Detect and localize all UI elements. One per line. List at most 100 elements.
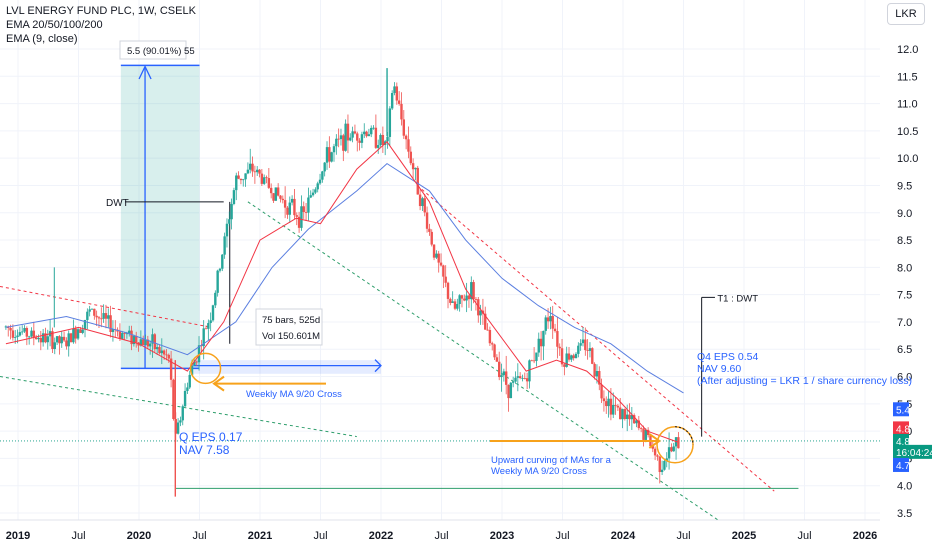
candle-body <box>658 456 661 473</box>
measure-label-box <box>119 40 187 60</box>
chart-title: LVL ENERGY FUND PLC, 1W, CSELK <box>6 5 196 17</box>
candle-body <box>169 358 173 380</box>
candle-body <box>665 458 668 461</box>
candle-body <box>162 350 166 355</box>
candle-body <box>216 270 219 293</box>
candle-body <box>316 183 319 190</box>
nav-2-label: NAV 9.60 <box>697 363 741 375</box>
indicator-ema-multi[interactable]: EMA 20/50/100/200 <box>6 19 103 31</box>
candle-body <box>311 192 315 196</box>
candle-body <box>544 317 547 331</box>
candle-body <box>135 335 138 343</box>
candle-body <box>95 315 98 318</box>
candle-body <box>172 379 175 420</box>
candle-body <box>630 415 634 420</box>
vol-label: Vol 150.601M <box>262 331 320 342</box>
candle-body <box>660 469 664 473</box>
price-label-text: 16:04:24 <box>896 448 932 459</box>
candle-body <box>9 328 12 331</box>
candle-body <box>628 414 631 420</box>
indicator-ema-9[interactable]: EMA (9, close) <box>6 33 78 45</box>
y-tick-label: 12.0 <box>897 44 918 56</box>
candle-body <box>195 361 198 363</box>
candle-body <box>584 339 587 351</box>
candle-body <box>179 420 182 423</box>
nav-1-label: NAV 7.58 <box>179 443 230 457</box>
candle-body <box>486 329 489 331</box>
candle-body <box>155 347 159 350</box>
candle-body <box>181 406 184 421</box>
candle-body <box>14 337 17 338</box>
candle-body <box>20 331 24 333</box>
x-tick-label: 2019 <box>6 530 30 542</box>
x-tick-label: 2020 <box>127 530 151 542</box>
candle-body <box>516 376 520 378</box>
candle-body <box>588 348 592 351</box>
measure-arrow-head <box>138 64 152 80</box>
candle-body <box>449 298 452 303</box>
candle-body <box>616 405 620 408</box>
x-tick-label: 2023 <box>490 530 514 542</box>
candle-body <box>269 187 273 194</box>
range-box <box>193 360 381 374</box>
candle-body <box>188 374 191 388</box>
candle-body <box>670 447 673 452</box>
candle-body <box>651 446 654 449</box>
candle-body <box>337 138 340 140</box>
candle-body <box>121 333 124 339</box>
x-tick-label: Jul <box>434 530 448 542</box>
candle-body <box>572 355 575 359</box>
candle-body <box>283 200 287 208</box>
candle-body <box>141 339 145 346</box>
candle-body <box>274 187 278 201</box>
candle-body <box>372 127 375 129</box>
candle-body <box>230 203 233 220</box>
candle-body <box>288 202 291 215</box>
candle-body <box>237 175 240 179</box>
candle-body <box>202 328 205 347</box>
candle-body <box>32 330 36 338</box>
candle-body <box>607 398 610 407</box>
candle-body <box>395 86 399 101</box>
candle-body <box>211 305 215 321</box>
candle-body <box>365 131 368 137</box>
candle-body <box>525 378 529 382</box>
candle-body <box>593 363 596 377</box>
candle-body <box>646 429 650 436</box>
candle-body <box>428 228 431 232</box>
candle-body <box>265 177 268 179</box>
x-tick-label: 2024 <box>611 530 636 542</box>
candle-body <box>656 455 659 457</box>
candle-body <box>232 190 236 204</box>
candle-body <box>672 446 675 452</box>
candle-body <box>470 282 473 300</box>
candle-body <box>579 343 582 346</box>
candle-body <box>258 169 261 174</box>
candle-body <box>207 323 210 329</box>
x-tick-label: Jul <box>555 530 569 542</box>
candle-body <box>330 152 333 162</box>
ema-red-line <box>5 141 678 443</box>
currency-button[interactable]: LKR <box>887 3 925 25</box>
candle-body <box>109 315 112 333</box>
x-tick-label: Jul <box>313 530 327 542</box>
candle-body <box>577 345 580 354</box>
candle-body <box>165 354 168 356</box>
candle-body <box>62 336 66 341</box>
candle-body <box>442 265 445 277</box>
candle-body <box>570 355 573 360</box>
candle-body <box>272 193 275 201</box>
candle-body <box>423 198 426 213</box>
candle-body <box>100 318 103 320</box>
candle-body <box>363 131 366 135</box>
candle-body <box>421 198 424 207</box>
candle-body <box>521 377 524 379</box>
price-label-box <box>893 421 909 436</box>
candle-body <box>539 338 543 347</box>
candle-body <box>523 377 527 379</box>
candle-body <box>418 194 422 207</box>
candle-body <box>151 334 154 344</box>
candle-body <box>183 390 187 407</box>
